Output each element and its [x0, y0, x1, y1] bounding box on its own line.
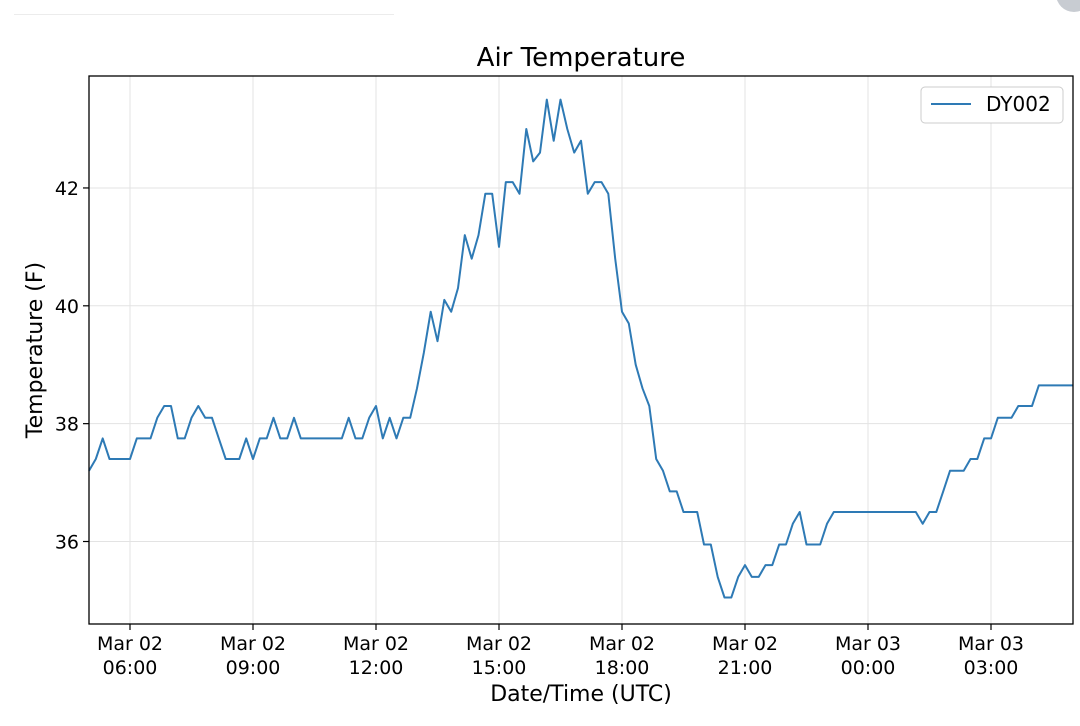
- y-tick-label: 40: [55, 296, 79, 318]
- legend-label: DY002: [986, 92, 1051, 116]
- y-tick-label: 42: [55, 178, 79, 200]
- y-tick-label: 36: [55, 532, 79, 554]
- y-tick-label: 38: [55, 414, 79, 436]
- x-tick-label-time: 12:00: [349, 657, 404, 679]
- chart-title: Air Temperature: [477, 43, 686, 73]
- x-tick-label-time: 03:00: [964, 657, 1019, 679]
- x-tick-label-date: Mar 02: [712, 633, 778, 655]
- x-tick-label-date: Mar 02: [97, 633, 163, 655]
- legend-box: [920, 86, 1064, 124]
- series-line-dy002: [88, 98, 1073, 599]
- x-tick-label-time: 21:00: [718, 657, 773, 679]
- x-axis-label: Date/Time (UTC): [490, 682, 672, 707]
- x-tick-label-time: 06:00: [103, 657, 158, 679]
- y-axis-label: Temperature (F): [23, 262, 48, 439]
- grid-lines: [89, 76, 1073, 624]
- series-layer: [88, 98, 1073, 599]
- x-tick-label-date: Mar 03: [835, 633, 901, 655]
- x-tick-label-date: Mar 02: [589, 633, 655, 655]
- x-tick-label-date: Mar 02: [466, 633, 532, 655]
- x-tick-label-time: 00:00: [841, 657, 896, 679]
- x-tick-label-time: 09:00: [226, 657, 281, 679]
- x-tick-label-time: 18:00: [595, 657, 650, 679]
- plot-frame: [88, 75, 1074, 625]
- legend: DY002: [920, 86, 1064, 124]
- x-tick-label-date: Mar 02: [343, 633, 409, 655]
- top-divider: [14, 14, 394, 15]
- x-tick-label-time: 15:00: [472, 657, 527, 679]
- x-tick-label-date: Mar 03: [958, 633, 1024, 655]
- x-tick-label-date: Mar 02: [220, 633, 286, 655]
